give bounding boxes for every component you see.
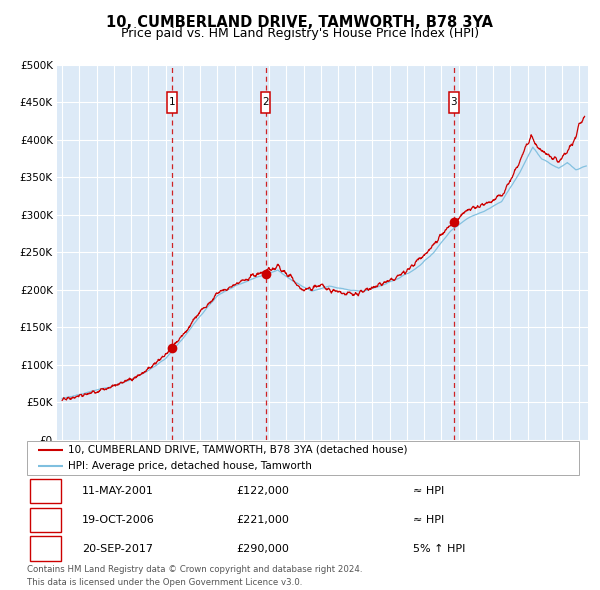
Text: 2: 2 xyxy=(41,515,49,525)
Text: 1: 1 xyxy=(169,97,175,107)
FancyBboxPatch shape xyxy=(30,478,61,503)
Text: £221,000: £221,000 xyxy=(237,515,290,525)
Text: 1: 1 xyxy=(42,486,49,496)
FancyBboxPatch shape xyxy=(30,536,61,561)
Text: 2: 2 xyxy=(262,97,269,107)
FancyBboxPatch shape xyxy=(167,92,176,113)
Text: HPI: Average price, detached house, Tamworth: HPI: Average price, detached house, Tamw… xyxy=(68,461,312,471)
Text: 20-SEP-2017: 20-SEP-2017 xyxy=(82,543,153,553)
Text: Price paid vs. HM Land Registry's House Price Index (HPI): Price paid vs. HM Land Registry's House … xyxy=(121,27,479,40)
Text: 3: 3 xyxy=(42,543,49,553)
Text: £122,000: £122,000 xyxy=(237,486,290,496)
FancyBboxPatch shape xyxy=(449,92,458,113)
FancyBboxPatch shape xyxy=(30,507,61,532)
Text: 10, CUMBERLAND DRIVE, TAMWORTH, B78 3YA (detached house): 10, CUMBERLAND DRIVE, TAMWORTH, B78 3YA … xyxy=(68,445,408,455)
Text: Contains HM Land Registry data © Crown copyright and database right 2024.
This d: Contains HM Land Registry data © Crown c… xyxy=(27,565,362,586)
Text: 3: 3 xyxy=(451,97,457,107)
Text: 10, CUMBERLAND DRIVE, TAMWORTH, B78 3YA: 10, CUMBERLAND DRIVE, TAMWORTH, B78 3YA xyxy=(107,15,493,30)
Text: 5% ↑ HPI: 5% ↑ HPI xyxy=(413,543,466,553)
Text: ≈ HPI: ≈ HPI xyxy=(413,486,445,496)
Text: £290,000: £290,000 xyxy=(237,543,290,553)
Text: 11-MAY-2001: 11-MAY-2001 xyxy=(82,486,154,496)
Text: ≈ HPI: ≈ HPI xyxy=(413,515,445,525)
FancyBboxPatch shape xyxy=(261,92,271,113)
FancyBboxPatch shape xyxy=(27,441,579,475)
Text: 19-OCT-2006: 19-OCT-2006 xyxy=(82,515,155,525)
